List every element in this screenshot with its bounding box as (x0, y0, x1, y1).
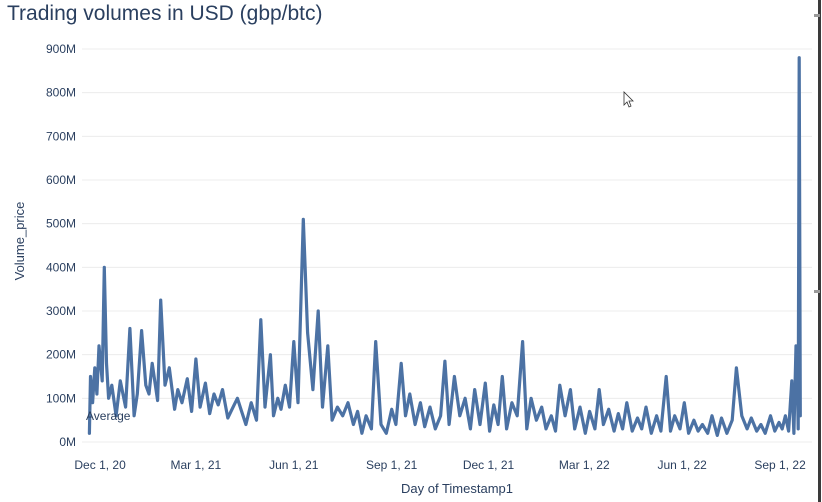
y-tick-label: 500M (46, 217, 76, 231)
y-tick-label: 700M (46, 129, 76, 143)
average-annotation: Average (86, 409, 131, 423)
y-tick-label: 200M (46, 348, 76, 362)
x-axis-ticks: Dec 1, 20 Mar 1, 21 Jun 1, 21 Sep 1, 21 Dec … (74, 458, 806, 472)
y-tick-label: 300M (46, 304, 76, 318)
x-tick-label: Dec 1, 20 (74, 458, 126, 472)
scroll-marker (814, 290, 820, 293)
y-tick-label: 400M (46, 260, 76, 274)
x-tick-label: Mar 1, 21 (171, 458, 222, 472)
y-axis-ticks: 0M 100M 200M 300M 400M 500M 600M 700M 800M 900M (46, 42, 76, 449)
y-axis-title: Volume_price (12, 202, 27, 281)
page-title: Trading volumes in USD (gbp/btc) (7, 2, 323, 25)
x-tick-label: Jun 1, 22 (657, 458, 707, 472)
window-edge (818, 0, 821, 502)
y-tick-label: 900M (46, 42, 76, 56)
y-tick-label: 600M (46, 173, 76, 187)
mouse-cursor-icon (623, 91, 634, 108)
x-tick-label: Sep 1, 22 (754, 458, 806, 472)
gridlines (82, 48, 812, 443)
x-axis-title: Day of Timestamp1 (401, 481, 513, 496)
y-tick-label: 800M (46, 86, 76, 100)
series-line-volume (87, 56, 802, 437)
y-tick-label: 100M (46, 391, 76, 405)
x-tick-label: Jun 1, 21 (269, 458, 319, 472)
x-tick-label: Sep 1, 21 (366, 458, 418, 472)
x-tick-label: Mar 1, 22 (559, 458, 610, 472)
scroll-marker (814, 14, 820, 17)
x-tick-label: Dec 1, 21 (463, 458, 515, 472)
y-tick-label: 0M (59, 435, 76, 449)
